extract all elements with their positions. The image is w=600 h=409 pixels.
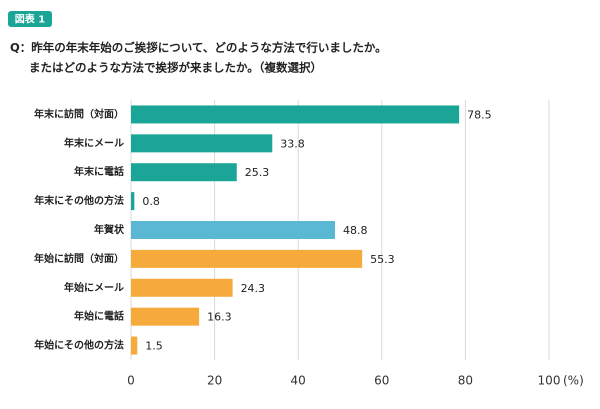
badge: 図表 1 (15, 13, 45, 26)
value-label: 55.3 (370, 253, 395, 266)
x-tick-label: 80 (458, 374, 473, 388)
value-label: 24.3 (241, 282, 266, 295)
y-tick-label: 年始にその他の方法 (34, 339, 124, 352)
bar (131, 192, 135, 211)
y-tick-label: 年末に電話 (74, 165, 124, 178)
bar (131, 249, 363, 268)
y-tick-label: 年始にメール (64, 281, 124, 294)
y-tick-label: 年始に訪問（対面） (34, 252, 124, 265)
x-axis-label: (%) (563, 374, 584, 388)
badge-box (8, 11, 52, 27)
bar (131, 105, 460, 124)
y-tick-label: 年始に電話 (74, 310, 124, 323)
x-tick-label: 60 (374, 374, 389, 388)
bar (131, 307, 200, 326)
chart-subtitle: またはどのような方法で挨拶が来ましたか。（複数選択） (29, 61, 322, 75)
bar (131, 336, 138, 355)
bar (131, 221, 335, 239)
value-label: 48.8 (343, 224, 368, 237)
value-label: 25.3 (245, 166, 270, 179)
bar (131, 134, 273, 153)
x-tick-label: 100 (538, 374, 561, 388)
bar (131, 278, 233, 297)
bar (131, 163, 237, 182)
value-label: 16.3 (207, 311, 232, 324)
y-tick-label: 年賀状 (94, 223, 125, 236)
y-tick-label: 年末にメール (64, 136, 124, 149)
value-label: 33.8 (280, 137, 305, 150)
y-tick-label: 年末にその他の方法 (34, 194, 124, 207)
chart-title: Q：昨年の年末年始のご挨拶について、どのような方法で行いましたか。 (10, 41, 387, 55)
x-tick-label: 40 (291, 374, 306, 388)
value-label: 78.5 (467, 108, 492, 121)
x-tick-label: 0 (127, 374, 135, 388)
y-tick-label: 年末に訪問（対面） (34, 107, 124, 120)
value-label: 0.8 (142, 195, 160, 208)
x-tick-label: 20 (207, 374, 222, 388)
value-label: 1.5 (145, 340, 163, 353)
